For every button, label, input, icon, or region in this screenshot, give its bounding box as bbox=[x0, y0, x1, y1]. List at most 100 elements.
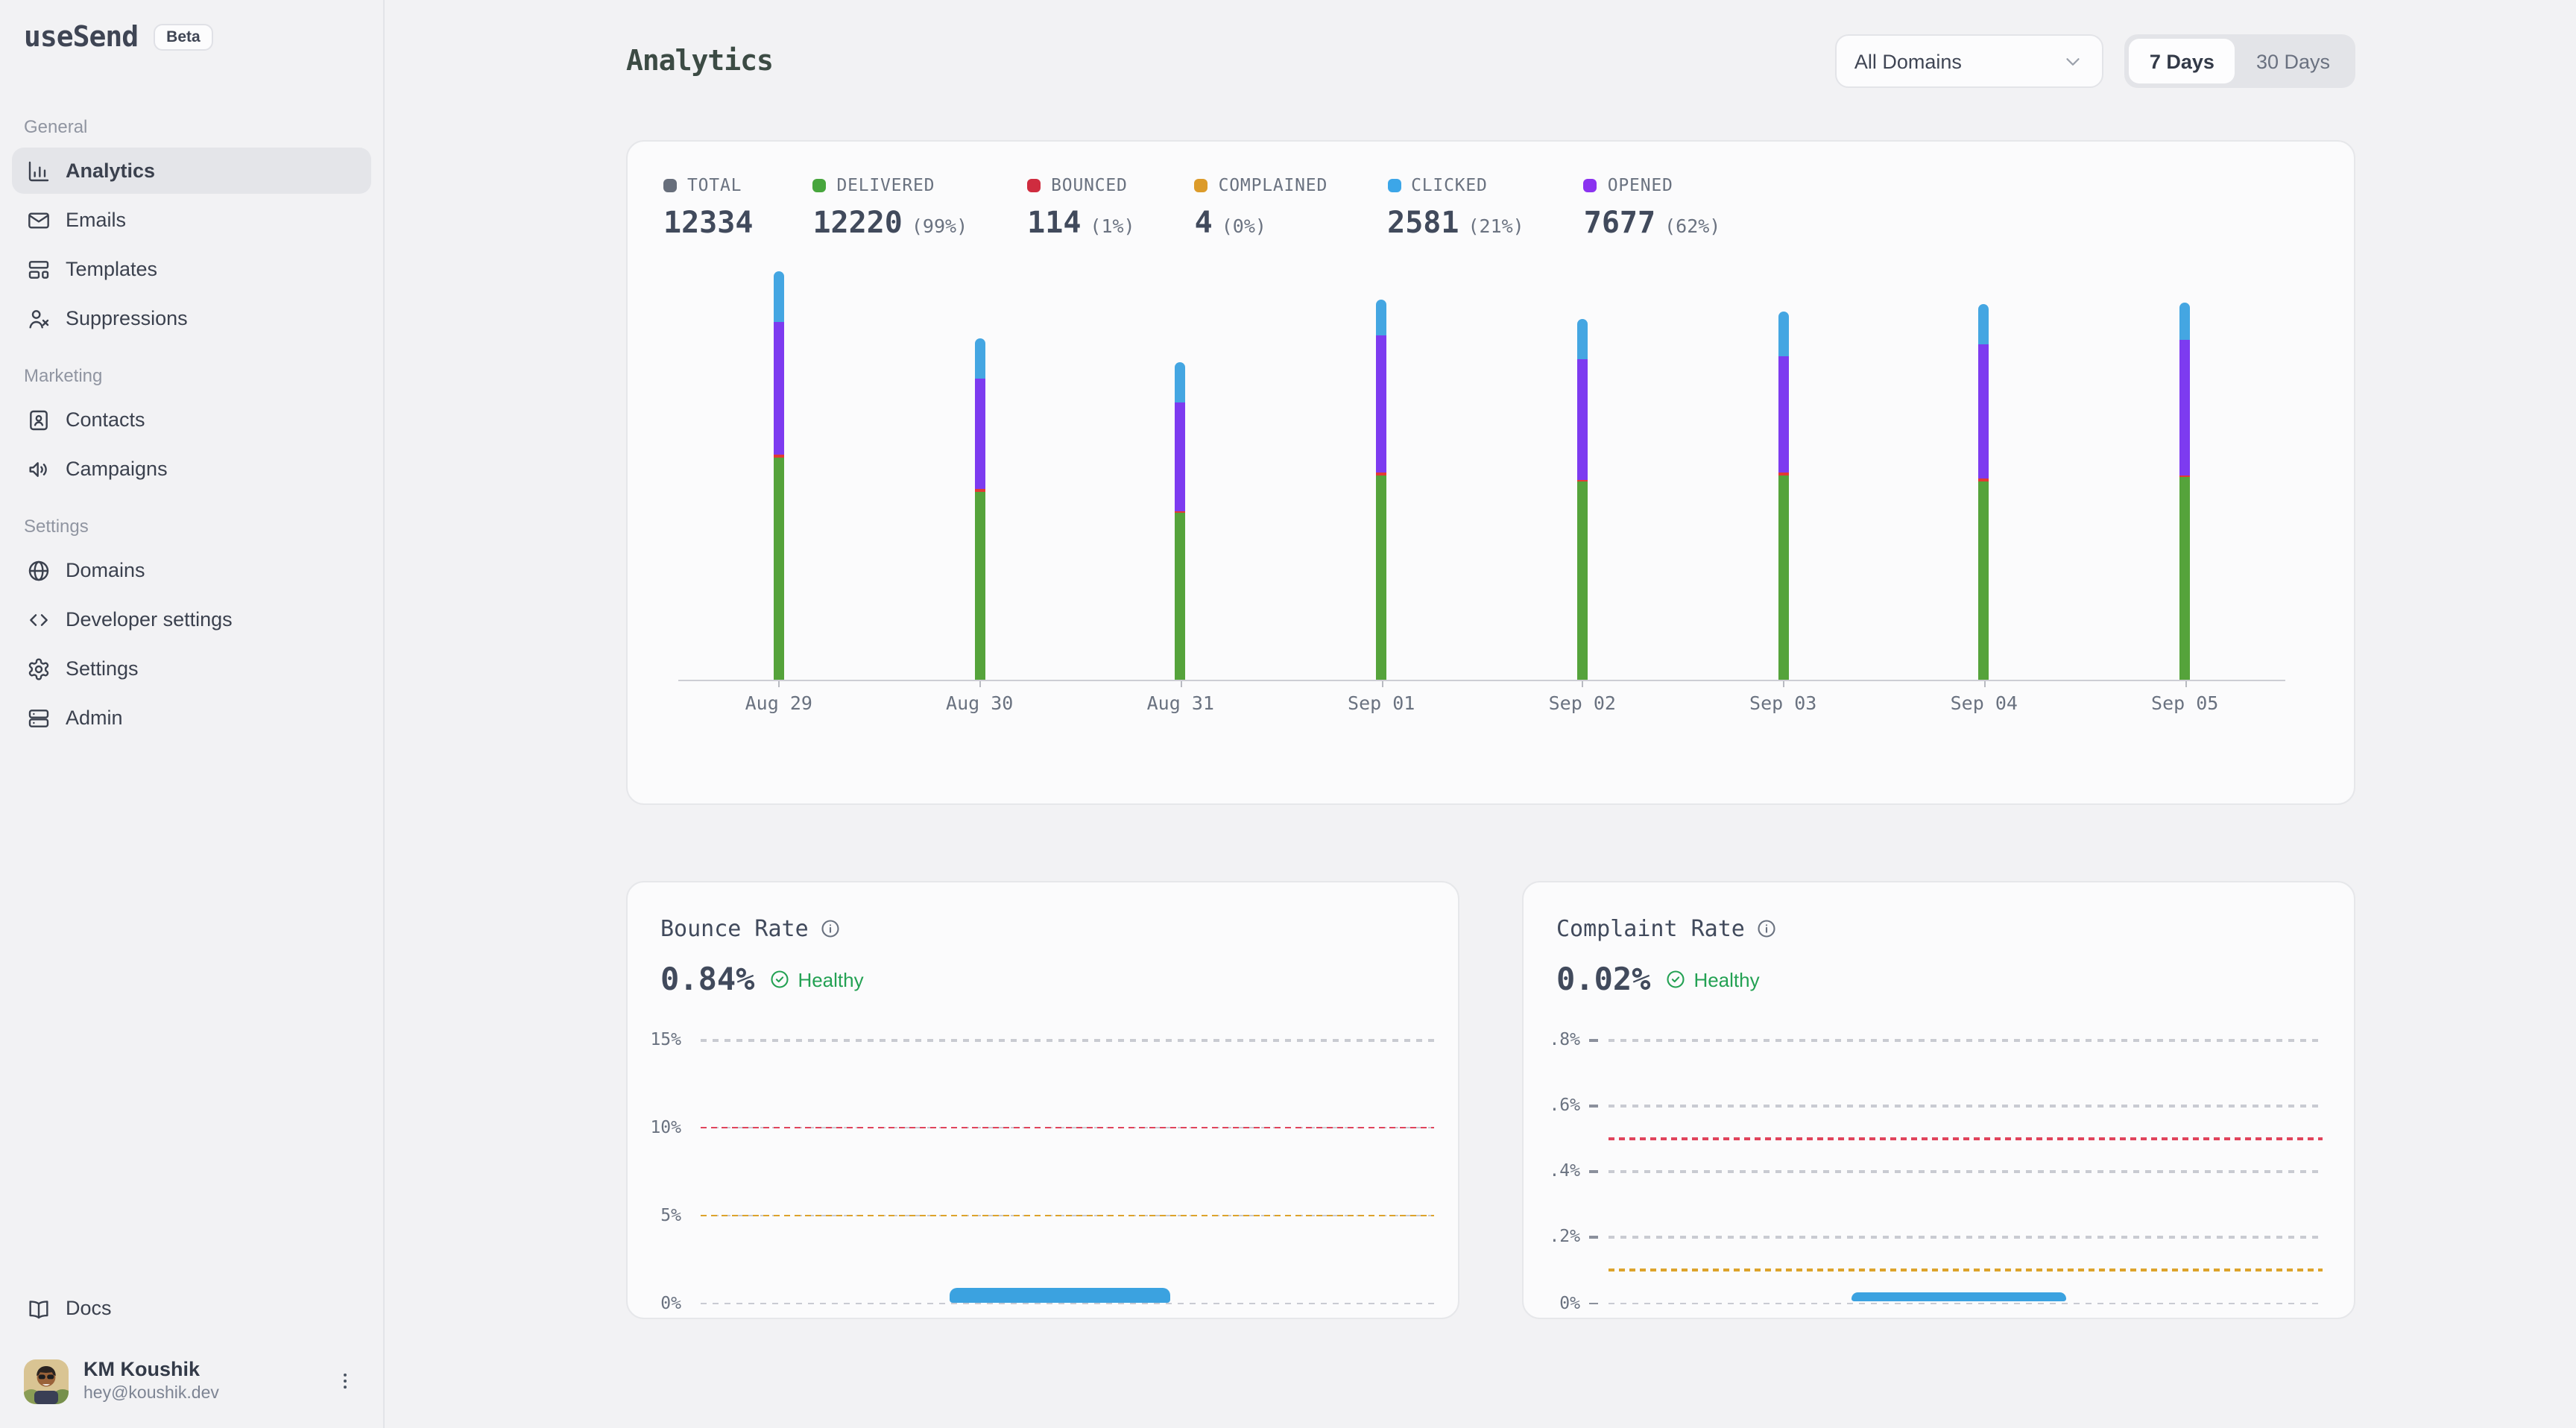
y-axis-label: 0% bbox=[660, 1292, 681, 1312]
sidebar-item-domains[interactable]: Domains bbox=[12, 547, 371, 593]
bar-segment-delivered bbox=[2179, 477, 2191, 680]
bar-sep-05[interactable] bbox=[2179, 302, 2191, 680]
sidebar-item-label: Contacts bbox=[66, 408, 145, 431]
threshold-line-red bbox=[701, 1126, 1434, 1129]
x-axis-tick bbox=[1582, 681, 1584, 687]
sidebar-item-templates[interactable]: Templates bbox=[12, 246, 371, 292]
bar-segment-delivered bbox=[773, 457, 784, 680]
complaint-health-label: Healthy bbox=[1693, 968, 1760, 991]
nav-section-label-general: General bbox=[24, 116, 88, 137]
bar-segment-delivered bbox=[974, 491, 985, 680]
bar-aug-29[interactable] bbox=[773, 271, 784, 680]
x-axis-tick bbox=[1180, 681, 1182, 687]
sidebar-item-analytics[interactable]: Analytics bbox=[12, 148, 371, 194]
complaint-rate-title: Complaint Rate bbox=[1556, 915, 1745, 942]
bar-segment-clicked bbox=[2179, 302, 2191, 341]
bar-sep-03[interactable] bbox=[1778, 312, 1789, 680]
x-axis-tick bbox=[1783, 681, 1785, 687]
gridline bbox=[1609, 1039, 2323, 1041]
bar-segment-delivered bbox=[1778, 475, 1789, 680]
bar-sep-01[interactable] bbox=[1376, 299, 1387, 680]
sidebar-item-docs[interactable]: Docs bbox=[12, 1286, 371, 1332]
stat-value: 2581 bbox=[1387, 204, 1459, 240]
sidebar-item-suppressions[interactable]: Suppressions bbox=[12, 295, 371, 341]
sidebar-item-contacts[interactable]: Contacts bbox=[12, 397, 371, 443]
x-axis-tick bbox=[778, 681, 780, 687]
sidebar-item-label: Analytics bbox=[66, 159, 156, 182]
user-menu[interactable]: KM Koushik hey@koushik.dev bbox=[12, 1350, 371, 1404]
gridline bbox=[1609, 1170, 2323, 1173]
bar-segment-clicked bbox=[1778, 312, 1789, 357]
bar-segment-opened bbox=[2179, 340, 2191, 476]
bounce-rate-chart: 15% 10% 5% 0% bbox=[628, 882, 1458, 1318]
sidebar-item-admin[interactable]: Admin bbox=[12, 695, 371, 741]
stat-value-row: 114 (1%) bbox=[1027, 204, 1134, 240]
date-range-toggle: 7 Days 30 Days bbox=[2124, 34, 2355, 88]
mail-icon bbox=[27, 208, 51, 232]
sidebar-item-label: Settings bbox=[66, 657, 139, 680]
app-logo: useSend bbox=[24, 21, 139, 54]
nav-section-label-marketing: Marketing bbox=[24, 365, 103, 386]
bounce-health-badge: Healthy bbox=[769, 968, 864, 991]
x-axis-label: Sep 02 bbox=[1548, 692, 1616, 714]
stat-label-row: TOTAL bbox=[663, 174, 753, 195]
stat-label: DELIVERED bbox=[836, 174, 935, 195]
stat-dot bbox=[1194, 178, 1208, 192]
server-icon bbox=[27, 706, 51, 730]
rate-cards-row: Bounce Rate 0.84% Healthy 15% 10% 5% 0% Com… bbox=[626, 881, 2355, 1319]
bar-segment-opened bbox=[773, 321, 784, 455]
x-axis-label: Aug 30 bbox=[946, 692, 1014, 714]
globe-icon bbox=[27, 558, 51, 582]
complaint-rate-value: 0.02% bbox=[1556, 961, 1651, 997]
bar-segment-delivered bbox=[1576, 481, 1588, 680]
stat-bounced: BOUNCED 114 (1%) bbox=[1027, 174, 1135, 240]
complaint-rate-chart: .8% .6% .4% .2% 0% bbox=[1524, 882, 2354, 1318]
sidebar-item-developer-settings[interactable]: Developer settings bbox=[12, 596, 371, 642]
bar-sep-04[interactable] bbox=[1978, 303, 1989, 680]
bar-segment-bounced bbox=[1175, 511, 1186, 514]
threshold-line-amber bbox=[701, 1214, 1434, 1217]
bar-segment-opened bbox=[974, 379, 985, 490]
bounce-rate-title: Bounce Rate bbox=[660, 915, 809, 942]
stat-dot bbox=[812, 178, 827, 192]
sidebar-nav: General Analytics Emails Templates Suppressi… bbox=[12, 92, 371, 744]
bar-segment-bounced bbox=[1376, 473, 1387, 475]
kebab-menu-icon[interactable] bbox=[331, 1367, 359, 1395]
stat-value-row: 12220 (99%) bbox=[812, 204, 967, 240]
x-axis-label: Sep 05 bbox=[2151, 692, 2219, 714]
user-name: KM Koushik bbox=[83, 1358, 201, 1381]
bounce-rate-value-row: 0.84% Healthy bbox=[660, 961, 1425, 997]
stacked-bar-chart bbox=[678, 271, 2285, 681]
bar-sep-02[interactable] bbox=[1576, 318, 1588, 680]
stat-label-row: OPENED bbox=[1583, 174, 1721, 195]
stat-value: 12334 bbox=[663, 204, 754, 240]
bar-segment-opened bbox=[1175, 402, 1186, 512]
stat-label-row: CLICKED bbox=[1387, 174, 1524, 195]
sidebar-item-emails[interactable]: Emails bbox=[12, 197, 371, 243]
stat-value-row: 7677 (62%) bbox=[1584, 204, 1721, 240]
rate-area-series bbox=[1851, 1292, 2066, 1302]
y-axis-label: .2% bbox=[1549, 1225, 1580, 1247]
sidebar-item-label: Domains bbox=[66, 559, 145, 581]
range-7-days-button[interactable]: 7 Days bbox=[2128, 39, 2235, 83]
y-axis-label: 10% bbox=[650, 1116, 681, 1137]
range-30-days-button[interactable]: 30 Days bbox=[2255, 50, 2330, 72]
bar-segment-delivered bbox=[1978, 481, 1989, 680]
sidebar-item-settings[interactable]: Settings bbox=[12, 645, 371, 692]
bar-aug-30[interactable] bbox=[974, 338, 985, 680]
stat-label: TOTAL bbox=[687, 174, 742, 195]
domain-filter-select[interactable]: All Domains bbox=[1834, 34, 2103, 88]
stat-label-row: COMPLAINED bbox=[1194, 174, 1328, 195]
domain-filter-value: All Domains bbox=[1854, 50, 1962, 72]
bar-aug-31[interactable] bbox=[1175, 361, 1186, 680]
stat-dot bbox=[1387, 178, 1401, 192]
sidebar-item-campaigns[interactable]: Campaigns bbox=[12, 446, 371, 492]
info-icon[interactable] bbox=[821, 918, 842, 939]
bar-segment-clicked bbox=[974, 338, 985, 379]
x-axis-label: Sep 04 bbox=[1950, 692, 2018, 714]
main-content: Analytics All Domains 7 Days 30 Days TOT… bbox=[385, 0, 2576, 1428]
bounce-rate-value: 0.84% bbox=[660, 961, 755, 997]
info-icon[interactable] bbox=[1757, 918, 1778, 939]
sidebar-item-label: Emails bbox=[66, 209, 127, 231]
